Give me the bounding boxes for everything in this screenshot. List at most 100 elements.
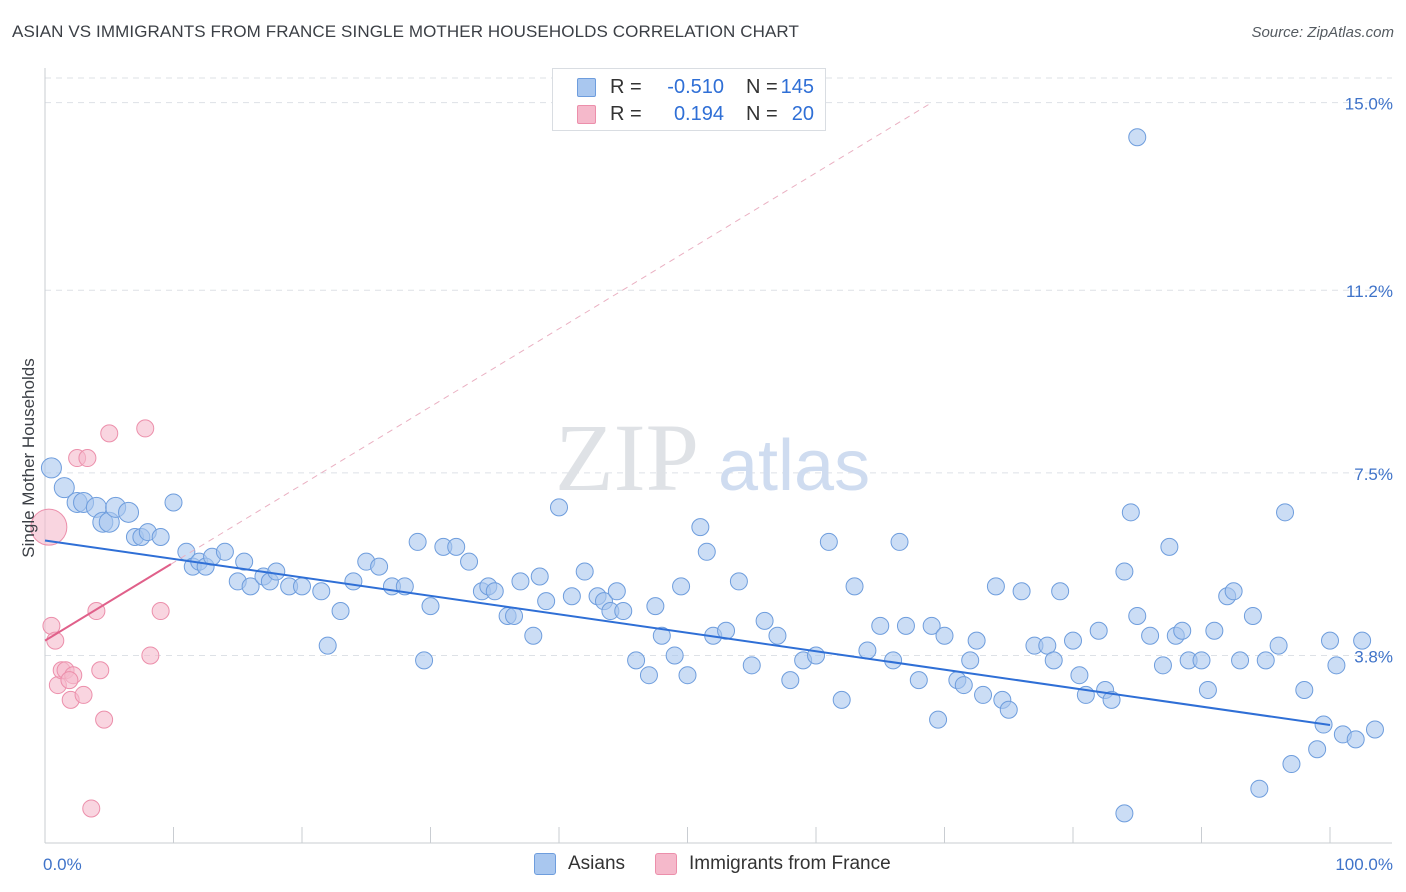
bottom-legend-swatch-france [655,853,678,875]
bottom-legend: Asians Immigrants from France [534,852,921,876]
legend-swatch-asians [577,77,596,97]
asian-point [627,651,646,670]
asian-point [922,616,941,635]
asian-point [537,592,556,611]
asian-point [929,710,948,729]
y-tick-label: 3.8% [1354,647,1393,666]
bottom-legend-label-asians: Asians [568,853,626,874]
asian-point [370,557,389,576]
asian-point [1102,690,1121,709]
source-label: Source: ZipAtlas.com [1251,24,1394,41]
france-point [82,799,101,818]
asian-point [652,626,671,645]
asian-point [1192,651,1211,670]
asian-point [293,577,311,596]
asian-point [974,685,993,704]
legend-n-value: 20 [791,102,814,125]
asian-point [1070,666,1089,685]
asian-point [1327,656,1346,675]
asian-point [447,537,466,556]
asian-point [1038,636,1057,655]
asian-point [1346,730,1365,749]
france-point [42,616,61,635]
asian-point [678,666,697,685]
asian-point [1160,537,1179,556]
asian-point [550,498,568,517]
asian-point [1141,626,1160,645]
asian-point [215,542,234,561]
bottom-legend-label-france: Immigrants from France [689,853,891,874]
asian-point [999,700,1018,719]
legend-r-value: 0.194 [673,102,724,125]
asian-point [871,616,890,635]
asian-point [575,562,594,581]
asian-point [151,528,170,546]
asian-point [1353,631,1372,650]
france-point [151,602,170,621]
asian-point [639,666,658,685]
france-point [136,419,155,438]
france-point [74,685,93,704]
france-point [141,646,160,665]
y-tick-label: 11.2% [1346,282,1393,301]
y-tick-label: 7.5% [1354,465,1393,484]
asian-point [1269,636,1288,655]
asian-point [1205,621,1224,640]
asian-point [742,656,761,675]
asian-point [1276,503,1295,522]
asian-point [781,671,800,690]
asian-point [768,626,787,645]
france-point [60,671,79,690]
asian-point [665,646,684,665]
asian-point [1115,562,1134,581]
asian-point [415,651,434,670]
asian-point [164,493,183,512]
chart-title: ASIAN VS IMMIGRANTS FROM FRANCE SINGLE M… [12,22,799,41]
asian-point [672,577,691,596]
legend-r-label: R = [610,102,642,125]
asian-point [1051,582,1070,601]
asian-point [819,532,838,551]
legend-swatch-france [577,104,596,124]
asian-point [755,611,774,630]
asian-point [858,641,877,660]
legend-n-value: 145 [780,75,814,98]
asian-point [331,602,350,621]
asian-point [318,636,337,655]
asian-point [1250,779,1269,798]
asian-point [961,651,980,670]
asian-point [890,532,909,551]
asian-point [1173,621,1192,640]
france-point [30,508,68,546]
asian-point [614,602,633,621]
asian-point [530,567,549,586]
asian-point [986,577,1005,596]
asian-point [267,562,286,581]
asian-point [954,676,973,695]
asian-point [485,582,504,601]
asian-point [1089,621,1108,640]
asian-point [1128,128,1147,147]
france-points [30,419,170,818]
asian-point [53,477,75,499]
asian-point [118,501,140,523]
asian-point [235,552,254,571]
x-tick-label: 100.0% [1335,855,1393,874]
asian-point [697,542,716,561]
asian-point [241,577,260,596]
asian-point [1308,740,1327,759]
asian-point [1295,681,1314,699]
bottom-legend-france: Immigrants from France [655,853,891,875]
asian-point [1224,582,1243,601]
asian-point [1121,503,1140,522]
asian-point [646,597,665,616]
watermark-zip: ZIP [555,404,699,511]
asian-point [1321,631,1339,650]
asian-point [40,457,62,479]
asian-point [505,606,524,625]
asian-point [1153,656,1172,675]
axes [44,68,1392,844]
asian-point [421,597,440,616]
asian-point [1064,631,1082,650]
